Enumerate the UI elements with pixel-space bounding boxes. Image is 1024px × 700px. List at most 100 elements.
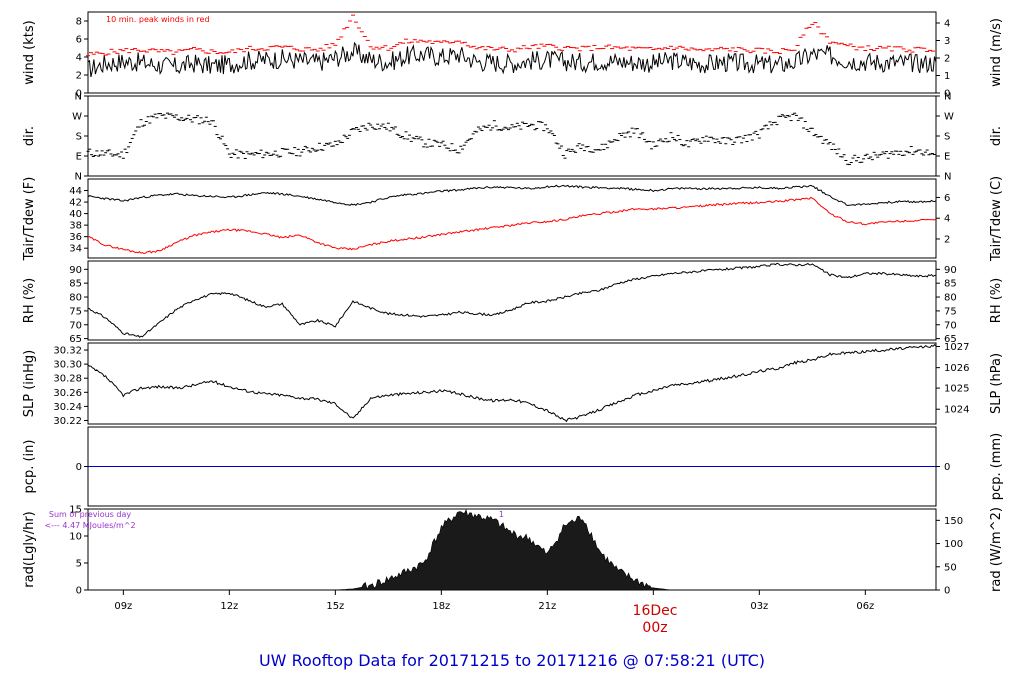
slp-left-tick-label: 30.30 — [53, 360, 82, 371]
rad-left-tick-label: 15 — [69, 505, 82, 516]
slp-left-tick-label: 30.22 — [53, 416, 82, 427]
dir-right-tick-label: E — [944, 152, 950, 163]
temp-left-tick-label: 42 — [69, 198, 82, 209]
rad-ylabel-right: rad (W/m^2) — [989, 507, 1004, 592]
rh-line — [87, 262, 937, 338]
temp-ylabel: Tair/Tdew (F) — [22, 177, 37, 262]
dir-right-tick-label: S — [944, 132, 950, 143]
time-tick-label: 03z — [750, 601, 768, 612]
rh-frame — [87, 260, 937, 341]
dir-left-tick-label: S — [76, 132, 82, 143]
wind-left-tick-label: 2 — [76, 71, 82, 82]
wind-speed-line — [87, 41, 937, 78]
wind-right-tick-label: 2 — [944, 54, 950, 65]
rh-left-tick-label: 90 — [69, 265, 82, 276]
pcp-ylabel: pcp. (in) — [22, 440, 37, 494]
rad-right-tick-label: 100 — [944, 539, 963, 550]
pcp-left-tick-label: 0 — [76, 462, 82, 473]
rad-right-tick-label: 0 — [944, 586, 950, 597]
rad-annotation-line2: <--- 4.47 MJoules/m^2 — [44, 521, 135, 530]
time-tick-label: 18z — [432, 601, 450, 612]
rh-right-tick-label: 65 — [944, 334, 957, 345]
rh-left-tick-label: 70 — [69, 320, 82, 331]
pcp-panel: 0 0 pcp. (in) pcp. (mm) — [22, 426, 1004, 507]
temp-left-tick-label: 40 — [69, 209, 82, 220]
rh-right-tick-label: 85 — [944, 279, 957, 290]
rad-left-tick-label: 5 — [76, 559, 82, 570]
wind-left-tick-label: 6 — [76, 35, 82, 46]
rh-left-tick-label: 85 — [69, 279, 82, 290]
radiation-area — [88, 509, 936, 591]
rad-left-tick-label: 10 — [69, 532, 82, 543]
dir-left-tick-label: N — [75, 172, 82, 183]
dir-right-tick-label: N — [944, 172, 951, 183]
temp-right-tick-label: 4 — [944, 214, 950, 225]
rh-ylabel: RH (%) — [22, 278, 37, 323]
slp-right-tick-label: 1024 — [944, 405, 969, 416]
temp-left-tick-label: 38 — [69, 221, 82, 232]
time-tick-label: 21z — [538, 601, 556, 612]
slp-left-tick-label: 30.26 — [53, 388, 82, 399]
wind-left-tick-label: 0 — [76, 89, 82, 100]
dir-left-tick-label: W — [72, 112, 82, 123]
wind-annotation: 10 min. peak winds in red — [106, 15, 210, 24]
slp-line — [87, 344, 937, 423]
rad-peak-mark: 1 — [499, 510, 504, 519]
wind-right-tick-label: 0 — [944, 89, 950, 100]
temp-frame — [87, 178, 937, 259]
temp-right-tick-label: 2 — [944, 234, 950, 245]
pcp-ylabel-right: pcp. (mm) — [989, 433, 1004, 500]
rh-ylabel-right: RH (%) — [989, 278, 1004, 323]
slp-right-tick-label: 1027 — [944, 342, 969, 353]
slp-panel: 30.22 30.24 30.26 30.28 30.30 30.32 1024 1025 10… — [22, 342, 1004, 427]
wind-ylabel-right: wind (m/s) — [989, 18, 1004, 87]
wind-right-tick-label: 3 — [944, 36, 950, 47]
dir-left-tick-label: E — [76, 152, 82, 163]
temp-left-tick-label: 44 — [69, 186, 82, 197]
rad-left-tick-label: 0 — [76, 586, 82, 597]
slp-left-tick-label: 30.28 — [53, 374, 82, 385]
dir-ylabel-right: dir. — [989, 126, 1004, 146]
air-temp-line — [87, 184, 937, 207]
rh-right-tick-label: 80 — [944, 293, 957, 304]
temp-left-tick-label: 34 — [69, 244, 82, 255]
rad-right-tick-label: 50 — [944, 562, 957, 573]
rh-left-tick-label: 75 — [69, 306, 82, 317]
dewpoint-line — [87, 196, 937, 255]
dir-right-tick-label: W — [944, 112, 954, 123]
wind-left-tick-label: 4 — [76, 53, 82, 64]
slp-left-tick-label: 30.32 — [53, 346, 82, 357]
wind-frame — [87, 11, 937, 94]
wind-left-tick-label: 8 — [76, 17, 82, 28]
wind-right-tick-label: 4 — [944, 19, 950, 30]
rh-right-tick-label: 75 — [944, 306, 957, 317]
pcp-right-tick-label: 0 — [944, 462, 950, 473]
slp-ylabel: SLP (inHg) — [22, 350, 37, 418]
dir-frame — [87, 95, 937, 177]
slp-ylabel-right: SLP (hPa) — [989, 353, 1004, 414]
dir-ylabel: dir. — [22, 126, 37, 146]
time-tick-label: 06z — [856, 601, 874, 612]
time-tick-label: 12z — [220, 601, 238, 612]
wind-right-tick-label: 1 — [944, 71, 950, 82]
rad-right-tick-label: 150 — [944, 516, 963, 527]
time-axis: 09z 12z 15z 18z 21z 03z 06z — [114, 590, 874, 612]
temp-right-tick-label: 6 — [944, 193, 950, 204]
slp-frame — [87, 342, 937, 425]
rh-panel: 65 70 75 80 85 90 65 70 75 80 85 90 RH (%) RH (%) — [22, 260, 1004, 345]
slp-right-tick-label: 1025 — [944, 384, 969, 395]
temp-left-tick-label: 36 — [69, 232, 82, 243]
time-tick-label: 09z — [114, 601, 132, 612]
slp-left-tick-label: 30.24 — [53, 402, 82, 413]
rh-right-tick-label: 90 — [944, 265, 957, 276]
date-tick-label: 00z — [642, 620, 667, 636]
rad-ylabel: rad(Lgly/hr) — [22, 511, 37, 587]
slp-right-tick-label: 1026 — [944, 363, 969, 374]
rad-annotation-line1: Sum of previous day — [49, 510, 131, 519]
dir-right-tick-label: N — [944, 92, 951, 103]
rh-right-tick-label: 70 — [944, 320, 957, 331]
